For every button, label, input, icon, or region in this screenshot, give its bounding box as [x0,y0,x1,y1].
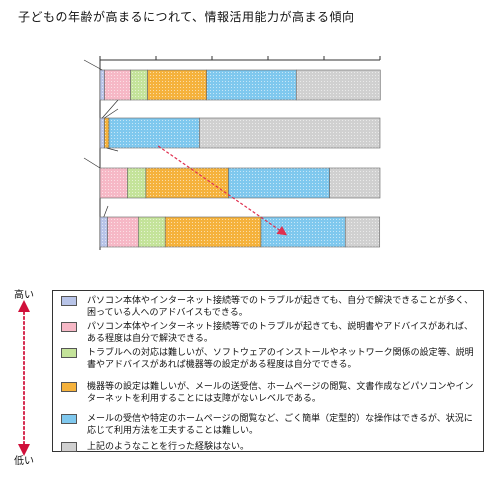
legend-high-label: 高い [14,290,34,301]
leader-line [101,99,119,119]
stacked-bar-chart [83,56,381,250]
legend: パソコン本体やインターネット接続等でのトラブルが起きても、自分で解決できることが… [52,290,484,452]
legend-swatch [61,348,77,358]
bar-segment [108,117,200,149]
bar-segment [99,216,108,248]
legend-text: パソコン本体やインターネット接続等でのトラブルが起きても、自分で解決できることが… [87,296,474,318]
bar-segment [99,117,105,149]
bar-segment [295,69,381,101]
chart-title: 子どもの年齢が高まるにつれて、情報活用能力が高まる傾向 [18,10,355,24]
comparison-arrow [157,145,288,236]
bar-segment [228,167,330,199]
legend-swatch [61,382,77,392]
bar-segment [104,69,131,101]
bar-segment [344,216,381,248]
bar-segment [147,69,207,101]
legend-text: パソコン本体やインターネット接続等でのトラブルが起きても、説明書やアドバイスがあ… [87,322,474,344]
legend-text: メールの受信や特定のホームページの閲覧など、ごく簡単（定型的）な操作はできるが、… [87,414,473,436]
legend-text: 機器等の設定は難しいが、メールの送受信、ホームページの閲覧、文書作成などパソコン… [87,382,474,404]
bar-segment [104,117,110,149]
leader-line [83,59,103,71]
bar-segment [164,216,262,248]
legend-swatch [61,322,77,332]
leader-line [104,108,119,119]
legend-swatch [61,296,77,306]
bar-segment [138,216,166,248]
bar-segment [260,216,346,248]
bar-segment [199,117,381,149]
bar-segment [99,69,105,101]
legend-arrow-icon [18,300,30,456]
legend-swatch [61,442,77,452]
legend-text: トラブルへの対応は難しいが、ソフトウェアのインストールやネットワーク関係の設定等… [87,348,474,370]
bar-segment [130,69,148,101]
bar-segment [127,167,147,199]
leader-line [103,205,109,218]
bar-segment [206,69,297,101]
leader-line [83,157,101,169]
legend-low-label: 低い [14,456,34,467]
bar-segment [107,216,139,248]
leader-line [106,147,119,152]
legend-swatch [61,414,77,424]
bar-segment [99,167,128,199]
bar-segment [145,167,229,199]
legend-text: 上記のようなことを行った経験はない。 [87,442,250,452]
bar-segment [329,167,381,199]
